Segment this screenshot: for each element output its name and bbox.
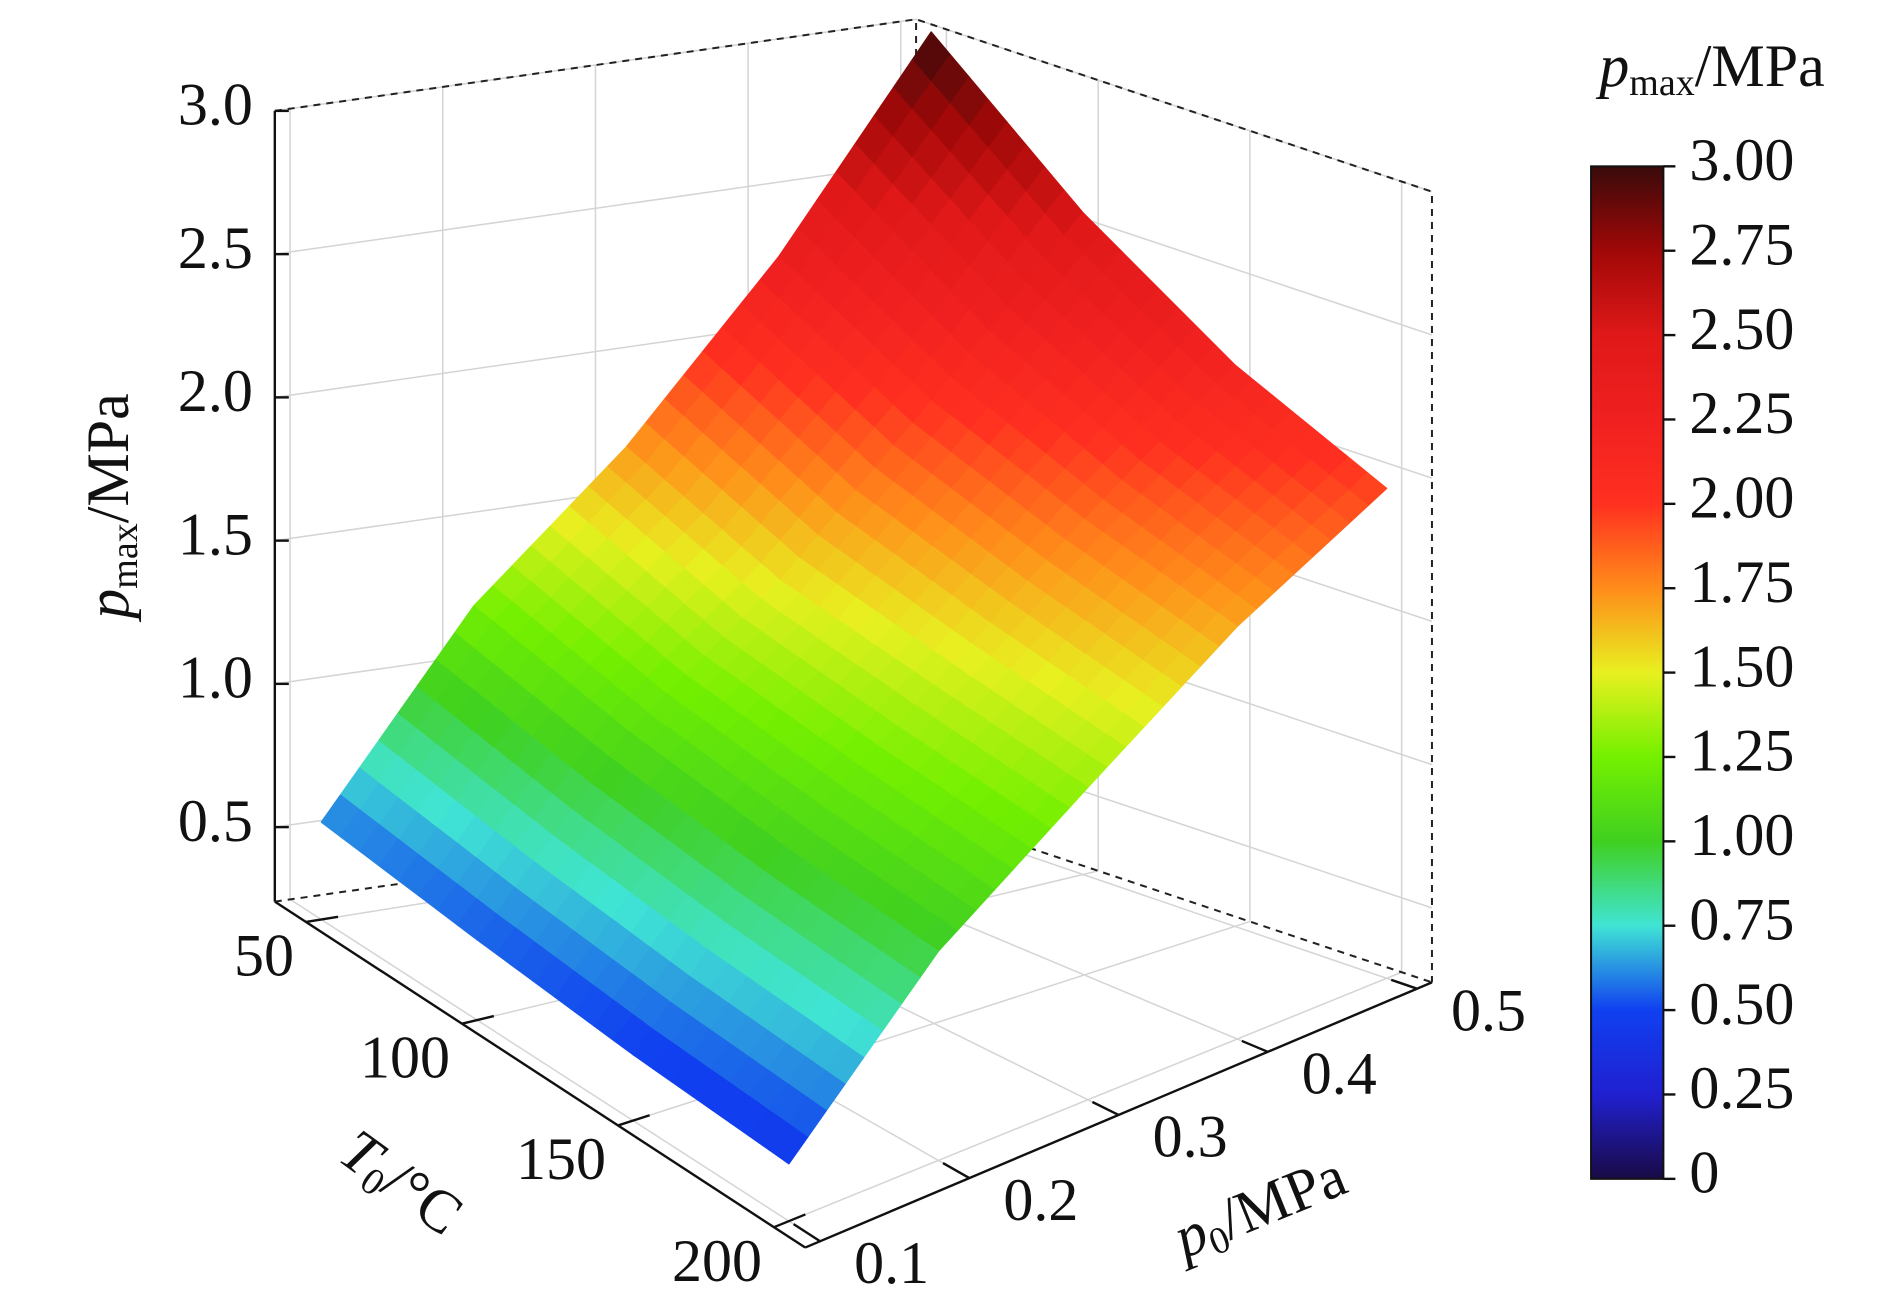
colorbar-tick-label: 1.75 bbox=[1689, 549, 1794, 615]
z-axis-label: pmax/MPa bbox=[75, 393, 146, 622]
z-tick-label: 3.0 bbox=[178, 72, 253, 138]
tick-mark bbox=[942, 1162, 970, 1180]
colorbar-tick-label: 1.25 bbox=[1689, 718, 1794, 784]
y-tick-label: 0.5 bbox=[1451, 977, 1526, 1043]
label-symbol: p bbox=[1595, 33, 1629, 99]
tick-mark bbox=[773, 1213, 806, 1229]
y-tick-label: 0.4 bbox=[1302, 1041, 1377, 1107]
tick-mark bbox=[1390, 978, 1418, 990]
label-symbol: p bbox=[75, 589, 141, 623]
axes: 0.5 1.0 1.5 2.0 2.5 3.0 50 100 150 200 0.1 0.2 0.3 0.… bbox=[178, 72, 1526, 1296]
z-tick-label: 2.5 bbox=[178, 215, 253, 281]
label-subscript: max bbox=[104, 523, 146, 588]
colorbar-tick-label: 0.75 bbox=[1689, 886, 1794, 952]
colorbar: 3.00 2.75 2.50 2.25 2.00 1.75 1.50 1.25 1.00 0.75… bbox=[1590, 127, 1794, 1206]
tick-mark bbox=[1091, 1100, 1120, 1117]
z-tick-label: 0.5 bbox=[178, 788, 253, 854]
colorbar-tick-label: 0.25 bbox=[1689, 1055, 1794, 1121]
colorbar-tick-label: 2.00 bbox=[1689, 465, 1794, 531]
colorbar-tick-label: 2.75 bbox=[1689, 211, 1794, 277]
x-axis-label: T0/°C bbox=[326, 1116, 475, 1252]
tick-mark bbox=[461, 1014, 495, 1025]
colorbar-tick-label: 0 bbox=[1689, 1140, 1719, 1206]
colorbar-tick-label: 3.00 bbox=[1689, 127, 1794, 193]
x-axis bbox=[274, 900, 806, 1249]
box-edge bbox=[274, 18, 1433, 983]
colorbar-tick-label: 2.25 bbox=[1689, 380, 1794, 446]
surface-patch bbox=[768, 1123, 809, 1165]
colorbar-tick-label: 0.50 bbox=[1689, 971, 1794, 1037]
colorbar-tick-label: 1.50 bbox=[1689, 633, 1794, 699]
label-subscript: max bbox=[1629, 62, 1694, 104]
colorbar-title: pmax/MPa bbox=[1595, 33, 1824, 104]
surface bbox=[320, 31, 1388, 1165]
x-tick-label: 100 bbox=[360, 1024, 450, 1090]
z-tick-label: 1.0 bbox=[178, 645, 253, 711]
z-tick-label: 2.0 bbox=[178, 358, 253, 424]
tick-mark bbox=[305, 915, 339, 924]
grid-line bbox=[289, 898, 821, 1242]
label-unit: /MPa bbox=[1210, 1142, 1355, 1252]
label-unit: /MPa bbox=[75, 393, 141, 523]
colorbar-tick-label: 1.00 bbox=[1689, 802, 1794, 868]
grid-line bbox=[274, 18, 1433, 193]
label-unit: /°C bbox=[371, 1147, 475, 1248]
tick-mark bbox=[1241, 1039, 1269, 1053]
x-tick-label: 50 bbox=[234, 923, 294, 989]
x-tick-label: 150 bbox=[516, 1126, 606, 1192]
colorbar-tick-label: 2.50 bbox=[1689, 296, 1794, 362]
tick-mark bbox=[792, 1223, 821, 1243]
tick-mark bbox=[617, 1114, 650, 1127]
y-tick-label: 0.3 bbox=[1153, 1104, 1228, 1170]
z-tick-label: 1.5 bbox=[178, 501, 253, 567]
y-tick-label: 0.2 bbox=[1003, 1167, 1078, 1233]
x-tick-label: 200 bbox=[672, 1228, 762, 1294]
colorbar-scale bbox=[1590, 165, 1665, 1180]
label-unit: /MPa bbox=[1695, 33, 1825, 99]
y-tick-label: 0.1 bbox=[854, 1230, 929, 1296]
